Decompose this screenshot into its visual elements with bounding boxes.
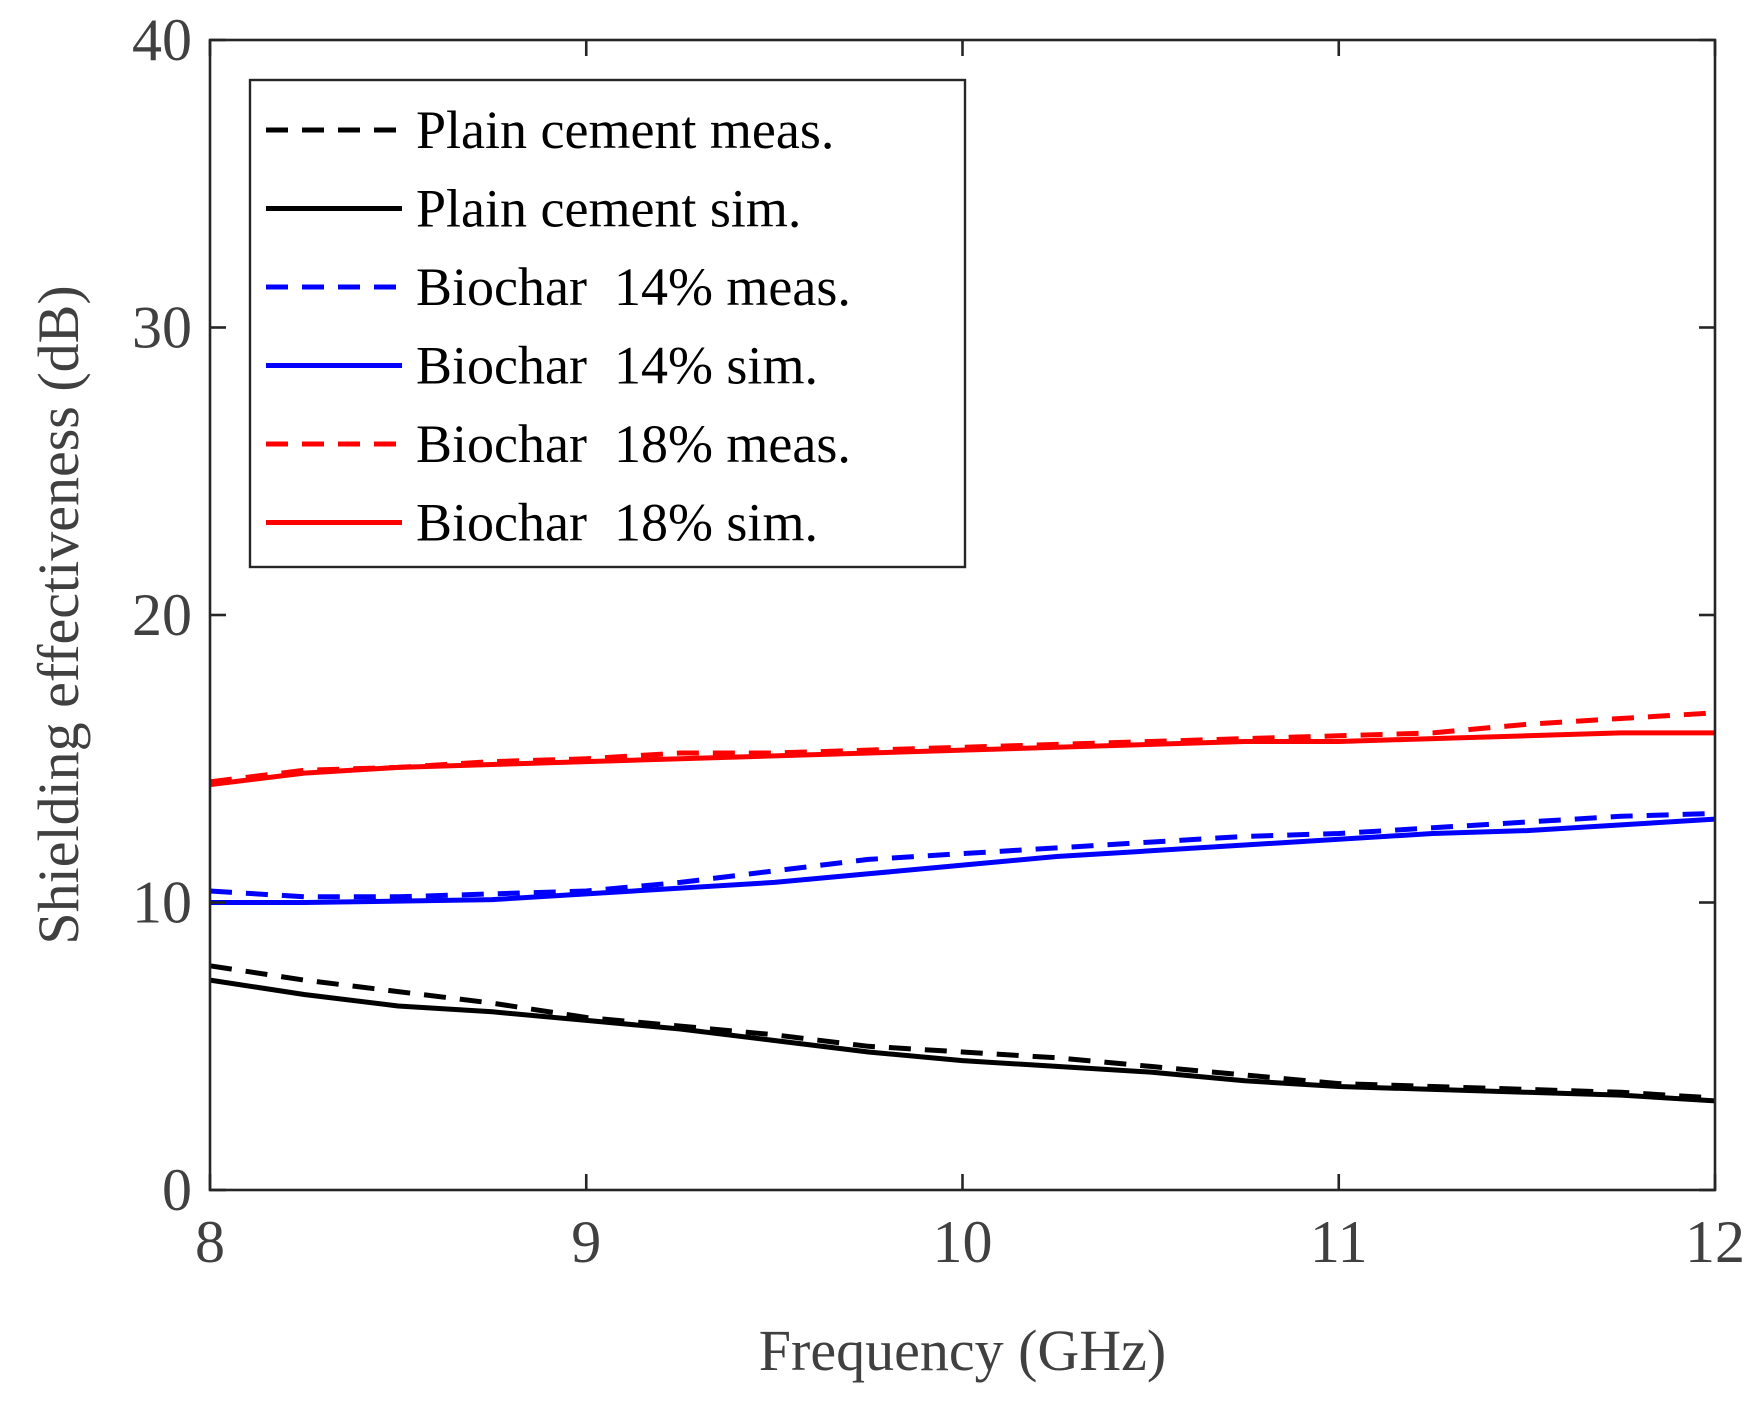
legend-label: Biochar 14% sim. (416, 336, 818, 396)
y-tick-label: 10 (132, 870, 192, 936)
x-axis-title: Frequency (GHz) (759, 1318, 1166, 1383)
legend-label: Biochar 18% sim. (416, 493, 818, 553)
legend-label: Biochar 14% meas. (416, 257, 851, 317)
x-tick-label: 9 (571, 1209, 601, 1275)
x-tick-label: 10 (933, 1209, 993, 1275)
series-line-1 (209, 963, 1716, 1101)
y-tick-label: 40 (132, 7, 192, 73)
series-line-2 (209, 977, 1716, 1104)
legend-label: Plain cement sim. (416, 179, 801, 239)
legend: Plain cement meas. Plain cement sim. Bioch… (248, 78, 967, 569)
legend-box (248, 78, 967, 569)
x-tick-label: 12 (1685, 1209, 1745, 1275)
y-tick-label: 0 (162, 1157, 192, 1223)
legend-label: Plain cement meas. (416, 100, 834, 160)
y-tick-label: 20 (132, 582, 192, 648)
series-line-4 (210, 816, 1716, 905)
y-tick-label: 30 (132, 295, 192, 361)
series-layer (209, 710, 1716, 1104)
series-line-6 (209, 730, 1715, 788)
y-axis-title: Shielding effectiveness (dB) (26, 285, 91, 944)
axes-layer: 8 9 10 11 12 0 10 20 30 40 (132, 7, 1745, 1275)
x-tick-label: 8 (195, 1209, 225, 1275)
x-tick-label: 11 (1310, 1209, 1368, 1275)
legend-label: Biochar 18% meas. (416, 414, 851, 474)
